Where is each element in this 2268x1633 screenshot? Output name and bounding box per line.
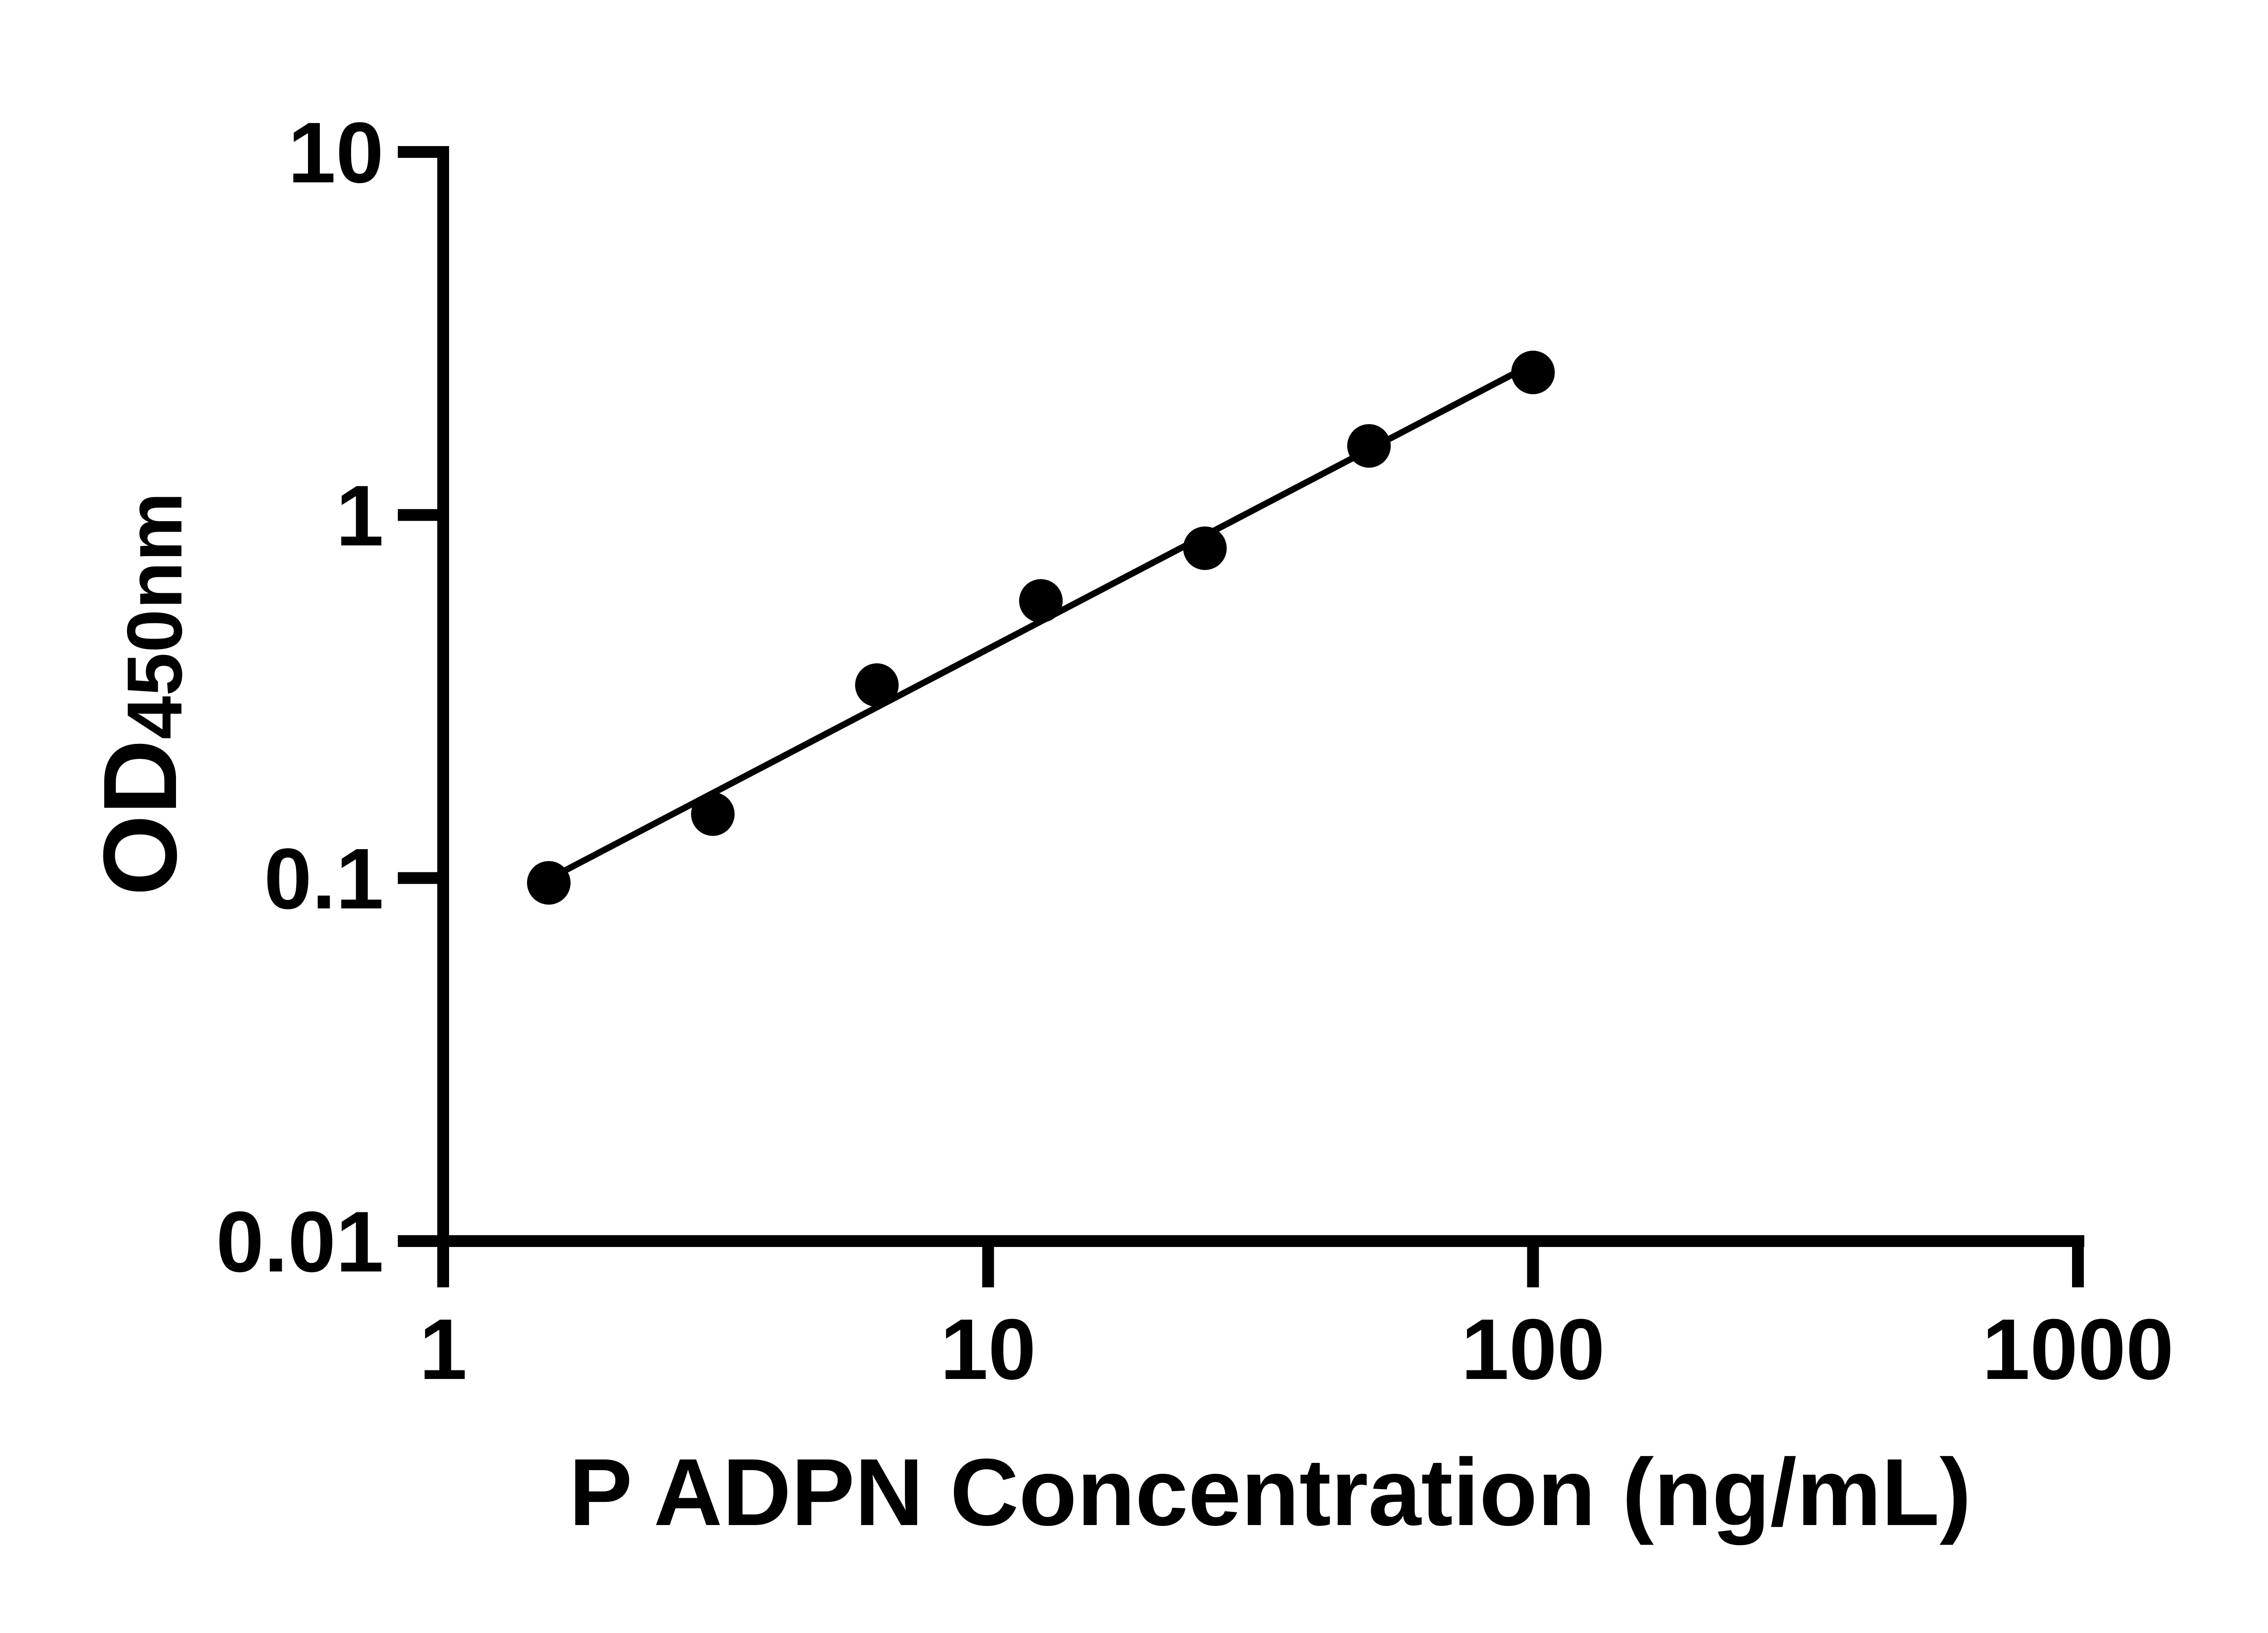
data-point-6 (1347, 424, 1391, 468)
y-tick-label-10: 10 (288, 105, 384, 201)
x-axis-line (398, 1235, 2084, 1247)
x-axis-title: P ADPN Concentration (ng/mL) (569, 1439, 1971, 1545)
x-tick-label-10: 10 (940, 1301, 1036, 1398)
x-tick-1000 (2072, 1247, 2084, 1287)
y-tick-1 (398, 509, 438, 521)
y-axis-title-subscript: 450nm (111, 492, 198, 739)
y-tick-label-0.01: 0.01 (216, 1194, 384, 1290)
data-point-7 (1511, 351, 1555, 395)
data-point-1 (527, 861, 571, 905)
data-point-5 (1183, 526, 1227, 570)
data-point-2 (691, 792, 735, 836)
y-axis-title: OD450nm (82, 492, 198, 896)
y-axis-title-main: OD (82, 739, 198, 896)
x-tick-10 (982, 1247, 994, 1287)
x-tick-label-1: 1 (419, 1301, 467, 1398)
x-tick-label-1000: 1000 (1982, 1301, 2174, 1398)
y-tick-label-0.1: 0.1 (264, 831, 384, 927)
data-point-3 (855, 663, 899, 707)
y-tick-label-1: 1 (336, 468, 384, 564)
data-point-4 (1019, 579, 1063, 623)
y-tick-10 (398, 146, 438, 158)
y-tick-0.1 (398, 872, 438, 884)
x-tick-label-100: 100 (1461, 1301, 1605, 1398)
x-tick-100 (1527, 1247, 1539, 1287)
y-axis-line (437, 146, 449, 1287)
